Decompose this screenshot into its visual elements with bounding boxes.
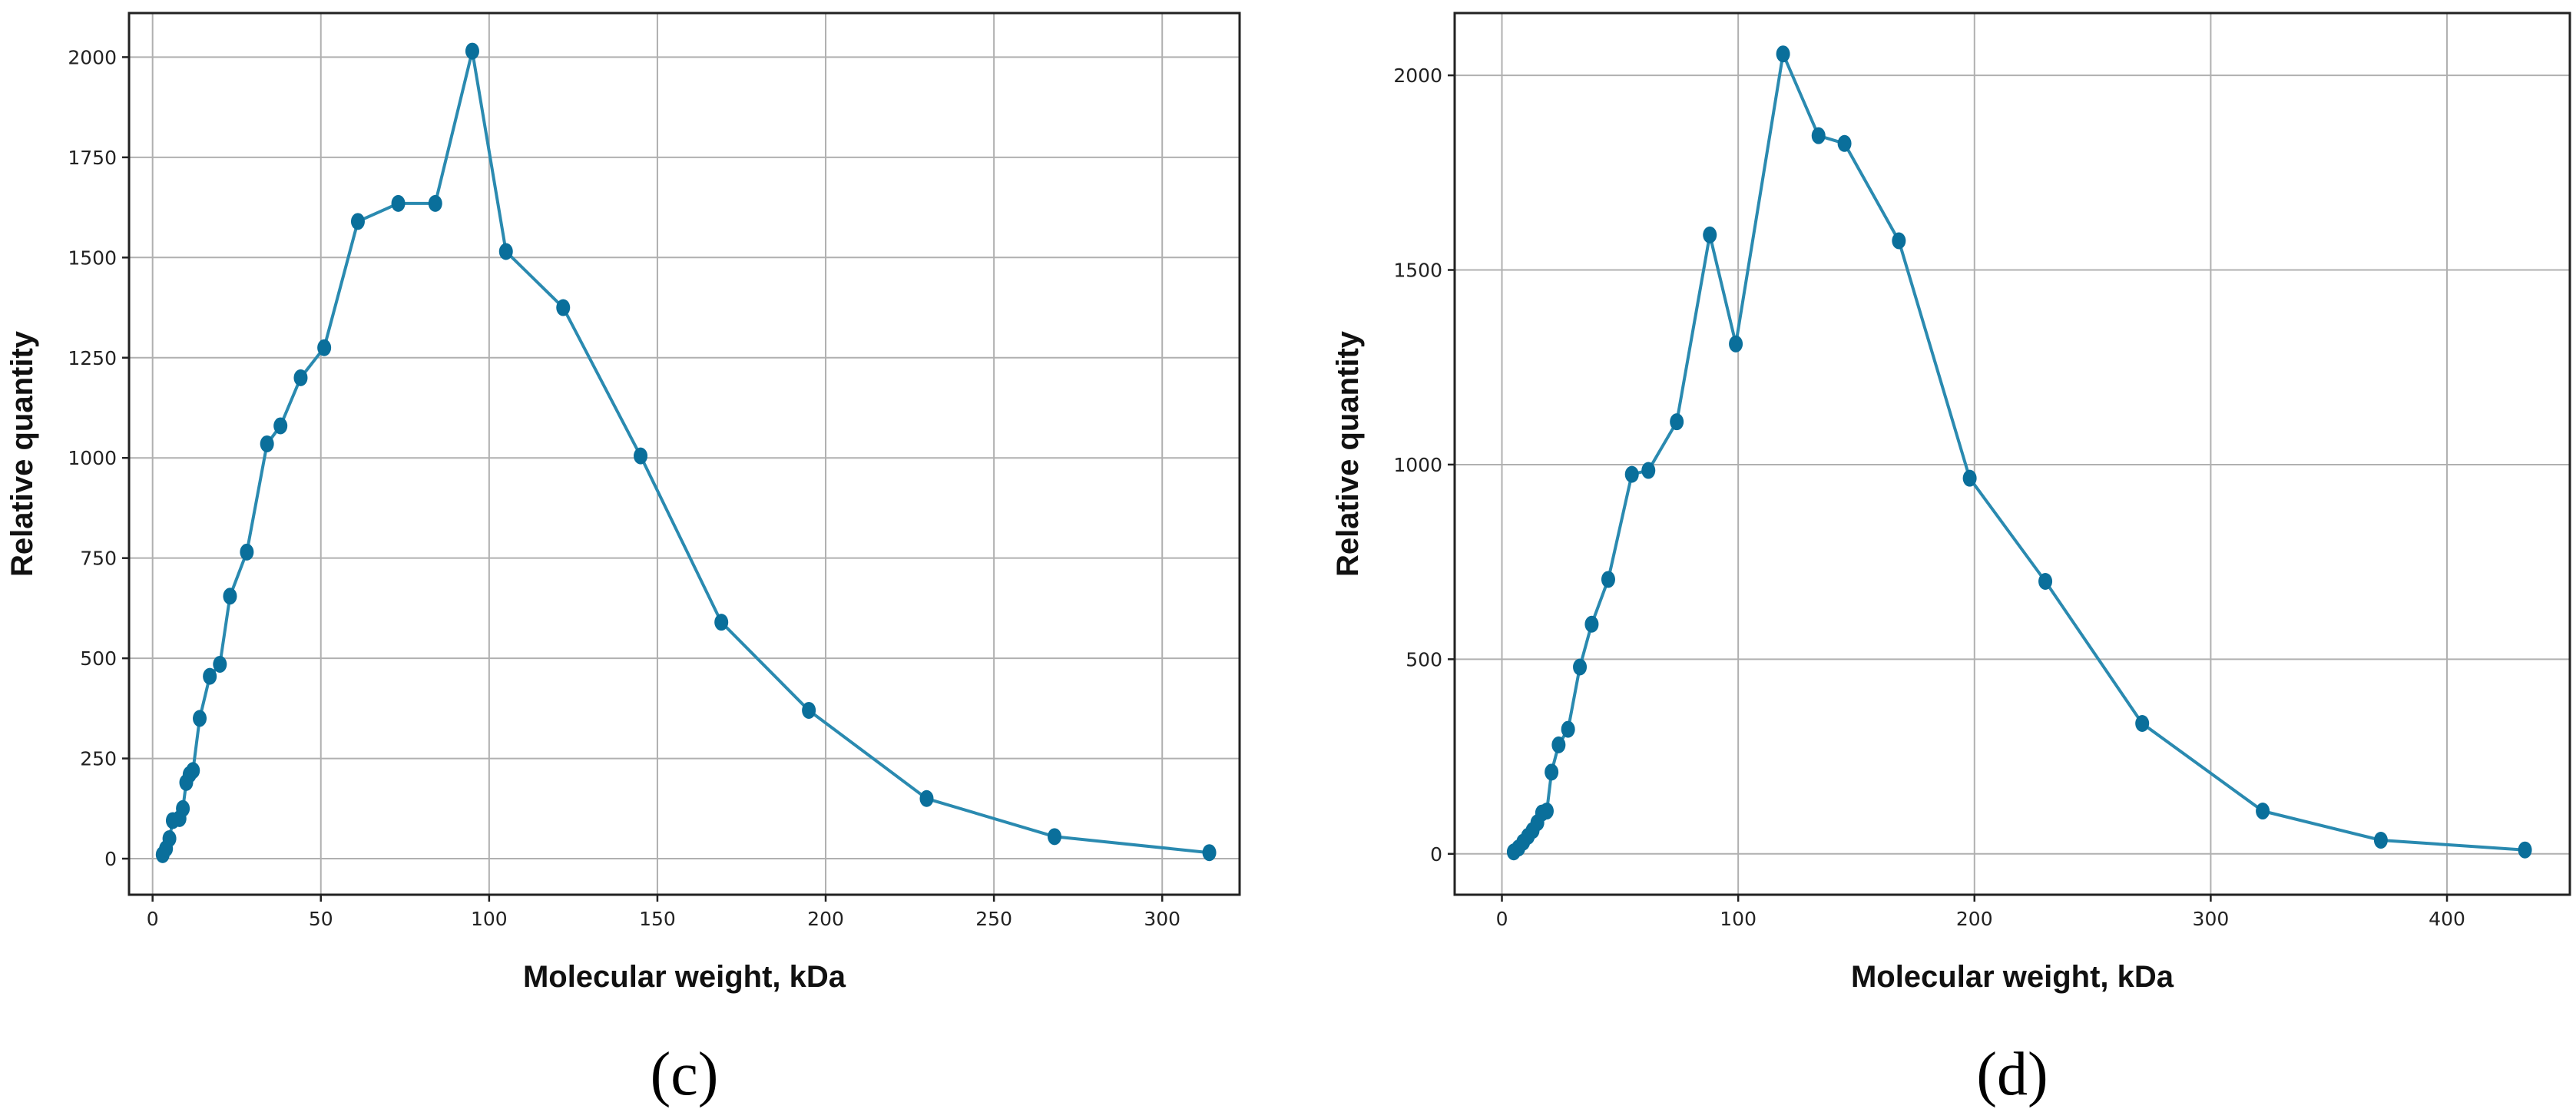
- data-point: [1561, 720, 1575, 738]
- data-point: [1811, 127, 1826, 144]
- data-point: [1601, 571, 1615, 588]
- data-point: [1048, 828, 1061, 846]
- plot-frame: [1453, 12, 2571, 896]
- y-tick-label: 750: [80, 548, 117, 570]
- x-tick-label: 200: [1956, 908, 1993, 930]
- data-point: [2518, 841, 2532, 859]
- data-point: [634, 447, 648, 465]
- series-line: [161, 49, 1210, 856]
- chart-panel-d: 0 100 200 300 400 0 500 1000 1500 2000 Molecular w…: [1331, 12, 2571, 1108]
- data-point: [1837, 134, 1852, 152]
- data-point: [1776, 45, 1790, 63]
- x-tick-label: 0: [147, 908, 159, 930]
- data-point: [498, 243, 513, 260]
- series-line: [1512, 52, 2525, 853]
- data-point: [317, 339, 332, 356]
- data-point: [1892, 232, 1906, 250]
- y-axis-label: Relative quantity: [5, 330, 39, 577]
- data-point: [193, 710, 207, 727]
- data-point: [213, 655, 227, 673]
- y-tick-label: 1250: [68, 347, 117, 369]
- y-tick-label: 1000: [68, 447, 117, 469]
- y-axis-label: Relative quantity: [1331, 330, 1365, 577]
- data-point: [203, 667, 217, 685]
- data-point: [465, 42, 479, 60]
- data-point: [1703, 226, 1717, 243]
- data-point: [260, 435, 274, 452]
- y-tick-label: 1500: [68, 247, 117, 269]
- data-point: [1962, 469, 1977, 487]
- data-point: [273, 417, 288, 435]
- panel-label: (c): [651, 1041, 719, 1108]
- data-point: [240, 543, 254, 561]
- x-axis-label: Molecular weight, kDa: [1851, 960, 2174, 994]
- x-tick-label: 300: [2193, 908, 2230, 930]
- data-point: [556, 299, 571, 316]
- data-point: [1551, 736, 1566, 753]
- chart-panel-c: 0 50 100 150 200 250 300 0 250 500 750 1000 1250 1500…: [5, 12, 1241, 1108]
- data-point: [1539, 803, 1554, 820]
- y-tick-label: 500: [1406, 648, 1442, 670]
- y-tick-label: 500: [80, 647, 117, 670]
- y-tick-label: 2000: [68, 46, 117, 68]
- data-point: [1641, 462, 1656, 479]
- data-point: [1545, 763, 1559, 781]
- y-tick-label: 0: [1430, 843, 1442, 866]
- y-tick-label: 1750: [68, 147, 117, 169]
- x-tick-label: 250: [975, 908, 1012, 930]
- data-point: [919, 790, 934, 807]
- y-tick-label: 0: [104, 848, 117, 870]
- y-tick-label: 2000: [1393, 65, 1442, 87]
- data-point: [802, 701, 816, 719]
- data-point: [2373, 832, 2388, 849]
- y-tick-label: 250: [80, 748, 117, 770]
- x-tick-label: 0: [1496, 908, 1508, 930]
- data-point: [350, 213, 365, 230]
- data-point: [176, 799, 190, 817]
- x-tick-label: 150: [639, 908, 676, 930]
- data-point: [223, 588, 237, 605]
- data-point: [1624, 465, 1639, 483]
- y-tick-label: 1500: [1393, 260, 1442, 282]
- data-point: [1202, 844, 1217, 862]
- data-point: [2038, 572, 2053, 590]
- data-point: [1584, 615, 1599, 633]
- x-axis-label: Molecular weight, kDa: [523, 960, 846, 994]
- data-point: [1729, 335, 1743, 353]
- x-tick-label: 300: [1144, 908, 1180, 930]
- x-tick-label: 100: [471, 908, 508, 930]
- panel-label: (d): [1976, 1041, 2048, 1108]
- data-point: [428, 194, 442, 212]
- x-tick-label: 400: [2429, 908, 2465, 930]
- x-tick-label: 200: [807, 908, 844, 930]
- x-tick-label: 100: [1720, 908, 1757, 930]
- data-point: [714, 614, 729, 631]
- data-point: [1670, 413, 1684, 431]
- data-point: [2135, 714, 2150, 732]
- data-point: [391, 194, 406, 212]
- data-point: [162, 829, 177, 847]
- data-point: [2256, 803, 2270, 820]
- plot-frame: [127, 12, 1241, 896]
- data-point: [293, 369, 308, 386]
- y-tick-label: 1000: [1393, 454, 1442, 476]
- data-point: [186, 762, 200, 780]
- x-tick-label: 50: [309, 908, 333, 930]
- data-point: [1573, 658, 1588, 676]
